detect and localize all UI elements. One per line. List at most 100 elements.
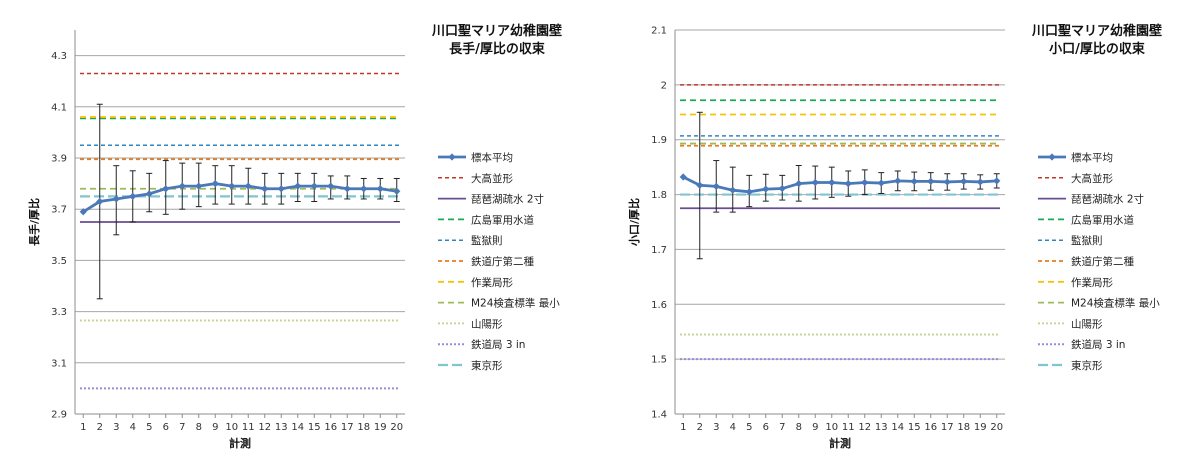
x-tick-label: 10 (225, 422, 238, 433)
legend-label-9: 鉄道局 3 in (471, 338, 525, 351)
x-tick-label: 16 (924, 422, 937, 433)
data-point-mean (162, 185, 170, 193)
data-point-mean (294, 182, 302, 190)
x-tick-label: 10 (825, 422, 838, 433)
y-tick-label: 4.1 (51, 102, 67, 113)
x-tick-label: 6 (163, 422, 169, 433)
x-tick-label: 18 (957, 422, 970, 433)
data-point-mean (877, 179, 885, 187)
legend-marker-0 (1048, 153, 1056, 161)
x-tick-label: 17 (941, 422, 954, 433)
data-point-mean (927, 177, 935, 186)
data-point-mean (343, 185, 351, 193)
y-tick-label: 2 (661, 80, 667, 91)
data-point-mean (195, 182, 203, 190)
legend-label-8: 山陽形 (471, 318, 503, 330)
x-tick-label: 4 (730, 422, 736, 433)
y-tick-label: 3.3 (51, 307, 67, 318)
data-point-mean (943, 178, 951, 186)
chart-title-line: 川口聖マリア幼稚園壁 (431, 23, 562, 39)
data-point-mean (327, 182, 335, 190)
data-point-mean (261, 185, 269, 193)
data-point-mean (360, 185, 368, 193)
legend-label-4: 監獄則 (1071, 234, 1103, 247)
x-tick-label: 2 (97, 422, 103, 433)
x-tick-label: 1 (680, 422, 686, 433)
y-tick-label: 1.6 (651, 300, 667, 311)
data-point-mean (679, 173, 687, 181)
data-point-mean (244, 182, 252, 190)
x-tick-label: 18 (357, 422, 370, 433)
x-tick-label: 3 (113, 422, 119, 433)
data-point-mean (976, 178, 984, 186)
legend-label-3: 広島軍用水道 (471, 213, 534, 226)
x-tick-label: 6 (763, 422, 769, 433)
legend-label-7: M24検査標準 最小 (471, 297, 560, 310)
x-tick-label: 12 (258, 422, 271, 433)
y-tick-label: 1.5 (651, 355, 667, 366)
data-point-mean (129, 192, 137, 200)
x-axis-title: 計測 (229, 436, 251, 450)
legend-label-10: 東京形 (1071, 359, 1103, 372)
chart-title-line: 川口聖マリア幼稚園壁 (1031, 23, 1162, 39)
data-point-mean (762, 185, 770, 193)
data-point-mean (811, 178, 819, 187)
x-tick-label: 14 (891, 422, 904, 433)
y-axis-title: 長手/厚比 (27, 198, 41, 246)
x-tick-label: 2 (697, 422, 703, 433)
data-point-mean (795, 180, 803, 188)
y-tick-label: 4.3 (51, 51, 67, 62)
chart-panel-header-ratio: 1.4 1.5 1.6 1.7 1.8 1.9 2 2.1 1 2 3 4 5 6 7 8 9 10 11 12 13 1… (600, 0, 1200, 467)
legend-label-3: 広島軍用水道 (1071, 213, 1134, 226)
x-tick-label: 7 (179, 422, 185, 433)
data-point-mean (96, 197, 104, 206)
legend-label-5: 鉄道庁第二種 (1071, 255, 1134, 268)
data-point-mean (79, 208, 87, 216)
data-point-mean (910, 177, 918, 186)
data-point-mean (828, 178, 836, 187)
legend-label-8: 山陽形 (1071, 318, 1103, 330)
data-point-mean (211, 180, 219, 188)
y-tick-label: 1.8 (651, 190, 667, 201)
x-tick-label: 4 (130, 422, 136, 433)
x-tick-label: 7 (779, 422, 785, 433)
data-point-mean (112, 195, 120, 203)
y-tick-label: 3.5 (51, 256, 67, 267)
x-tick-label: 15 (908, 422, 921, 433)
legend-label-6: 作業局形 (1071, 276, 1113, 289)
y-tick-label: 2.9 (51, 410, 67, 421)
x-tick-label: 20 (390, 422, 403, 433)
chart-svg-stretcher-ratio: 2.93.13.33.53.73.94.14.31 2 3 4 5 6 7 8 9 10 11 12 1… (27, 23, 562, 450)
chart-svg-header-ratio: 1.41.51.61.71.81.922.11 2 3 4 5 6 7 8 9 10 11 12 13 1… (627, 23, 1162, 450)
data-point-mean (178, 182, 186, 190)
x-tick-label: 15 (308, 422, 321, 433)
data-point-mean (712, 182, 720, 190)
y-tick-label: 3.9 (51, 154, 67, 165)
legend-label-1: 大高並形 (1071, 172, 1113, 185)
data-point-mean (861, 178, 869, 187)
x-tick-label: 8 (796, 422, 802, 433)
y-tick-label: 3.7 (51, 205, 67, 216)
x-axis-title: 計測 (829, 436, 851, 450)
data-point-mean (894, 177, 902, 185)
chart-title-line: 長手/厚比の収束 (449, 41, 546, 57)
data-point-mean (993, 177, 1001, 185)
x-tick-label: 3 (713, 422, 719, 433)
x-tick-label: 11 (242, 422, 255, 433)
data-point-mean (729, 186, 737, 194)
y-axis-title: 小口/厚比 (627, 198, 641, 247)
y-tick-label: 1.4 (651, 410, 667, 421)
data-point-mean (277, 185, 285, 193)
legend-label-10: 東京形 (471, 359, 503, 372)
data-point-mean (228, 182, 236, 190)
x-tick-label: 9 (812, 422, 818, 433)
y-tick-label: 1.7 (651, 245, 667, 256)
legend-label-0: 標本平均 (1071, 151, 1113, 164)
legend-marker-0 (448, 153, 456, 161)
data-point-mean (696, 181, 704, 189)
data-point-mean (376, 185, 384, 193)
legend-label-2: 琵琶湖疏水 2寸 (471, 193, 544, 206)
legend-label-6: 作業局形 (471, 276, 513, 289)
x-tick-label: 19 (974, 422, 987, 433)
